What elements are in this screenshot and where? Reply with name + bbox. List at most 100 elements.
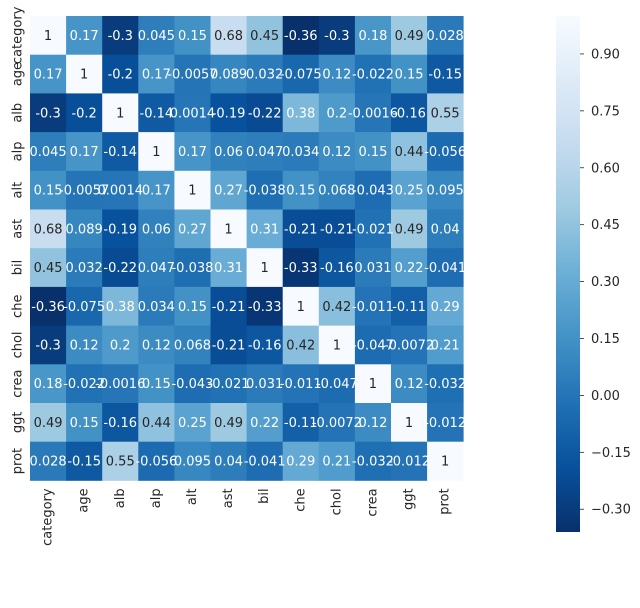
heatmap-cell-crea-prot [427, 364, 464, 404]
column-label-che: che [293, 488, 308, 511]
cell-annotation-ast-bil: 0.31 [250, 222, 279, 237]
heatmap-cell-bil-alb [102, 248, 139, 288]
cell-annotation-category-chol: -0.3 [324, 29, 349, 44]
row-label-ast: ast [11, 219, 26, 239]
heatmap-cell-category-chol [318, 16, 356, 56]
cell-annotation-crea-che: -0.011 [280, 377, 322, 392]
cell-annotation-alt-ast: 0.27 [214, 184, 243, 199]
heatmap-cell-crea-age [66, 364, 103, 404]
heatmap-cell-chol-chol [318, 325, 356, 365]
heatmap-cell-category-bil [246, 16, 284, 56]
heatmap-cell-ast-ggt [391, 209, 428, 249]
heatmap-cell-alb-alt [174, 93, 211, 133]
cell-annotation-category-ggt: 0.49 [395, 29, 424, 44]
heatmap-cell-alt-ggt [391, 170, 428, 210]
heatmap-cell-alb-bil [246, 93, 284, 133]
colorbar-tick-label: −0.15 [591, 446, 631, 461]
column-label-bil: bil [257, 488, 272, 503]
cell-annotation-alt-chol: 0.068 [318, 184, 355, 199]
cell-annotation-category-bil: 0.45 [250, 29, 279, 44]
cell-annotation-age-age: 1 [80, 68, 88, 83]
heatmap-cell-alt-bil [246, 170, 284, 210]
cell-annotation-chol-alt: 0.068 [174, 338, 211, 353]
heatmap-cell-bil-bil [246, 248, 284, 288]
heatmap-cell-chol-crea [354, 325, 392, 365]
cell-annotation-che-chol: 0.42 [322, 300, 351, 315]
heatmap-cell-ast-age [66, 209, 103, 249]
cell-annotation-prot-chol: 0.21 [322, 455, 351, 470]
heatmap-cell-crea-chol [318, 364, 356, 404]
heatmap-cell-bil-alt [174, 248, 211, 288]
heatmap-cell-alb-crea [354, 93, 392, 133]
cell-annotation-ast-crea: -0.021 [352, 222, 394, 237]
cell-annotation-ggt-crea: 0.12 [358, 416, 387, 431]
heatmap-cell-prot-ggt [391, 441, 428, 481]
cell-annotation-alt-bil: -0.038 [244, 184, 286, 199]
colorbar-tick-label: −0.30 [591, 503, 631, 518]
cell-annotation-age-ast: 0.089 [210, 68, 247, 83]
colorbar-tick-label: 0.75 [591, 104, 620, 119]
cell-annotation-category-alt: 0.15 [178, 29, 207, 44]
cell-annotation-chol-che: 0.42 [286, 338, 315, 353]
row-label-alp: alp [11, 142, 26, 162]
heatmap-cell-category-alb [102, 16, 139, 56]
cell-annotation-ggt-bil: 0.22 [250, 416, 279, 431]
heatmap-annotations: 1 0.17 -0.3 0.045 0.15 0.68 0.45 -0.36 -0.3 0.18 0… [29, 29, 466, 470]
column-label-ggt: ggt [402, 488, 417, 510]
cell-annotation-crea-age: -0.022 [63, 377, 105, 392]
cell-annotation-ast-ggt: 0.49 [395, 222, 424, 237]
heatmap-cell-bil-crea [354, 248, 392, 288]
cell-annotation-crea-prot: -0.032 [424, 377, 466, 392]
cell-annotation-category-category: 1 [44, 29, 52, 44]
cell-annotation-che-alt: 0.15 [178, 300, 207, 315]
heatmap-cell-alt-ast [210, 170, 247, 210]
heatmap-cell-ast-alb [102, 209, 139, 249]
heatmap-cell-che-ast [210, 286, 247, 326]
heatmap-cell-chol-age [66, 325, 103, 365]
heatmap-cell-ggt-category [30, 403, 67, 443]
cell-annotation-category-age: 0.17 [70, 29, 99, 44]
heatmap-cell-ast-alp [138, 209, 175, 249]
cell-annotation-ast-alb: -0.19 [103, 222, 137, 237]
cell-annotation-ast-category: 0.68 [34, 222, 63, 237]
heatmap-cell-alb-ggt [391, 93, 428, 133]
cell-annotation-bil-alt: -0.038 [171, 261, 213, 276]
cell-annotation-alb-category: -0.3 [35, 106, 60, 121]
cell-annotation-alt-che: 0.15 [286, 184, 315, 199]
heatmap-cell-crea-ggt [391, 364, 428, 404]
heatmap-cell-alt-category [30, 170, 67, 210]
cell-annotation-alb-bil: -0.22 [248, 106, 282, 121]
cell-annotation-chol-chol: 1 [333, 338, 341, 353]
heatmap-cell-ggt-prot [427, 403, 464, 443]
heatmap-cell-alb-age [66, 93, 103, 133]
cell-annotation-alt-crea: -0.043 [352, 184, 394, 199]
heatmap-cell-category-category [30, 16, 67, 56]
row-label-alt: alt [11, 182, 26, 199]
cell-annotation-chol-bil: -0.16 [248, 338, 282, 353]
cell-annotation-prot-alt: 0.095 [174, 455, 211, 470]
column-label-age: age [77, 488, 92, 512]
heatmap-cell-category-ast [210, 16, 247, 56]
heatmap-cell-crea-crea [354, 364, 392, 404]
cell-annotation-alb-crea: -0.0016 [348, 106, 398, 121]
row-label-bil: bil [11, 260, 26, 275]
heatmap-cell-prot-prot [427, 441, 464, 481]
cell-annotation-alb-che: 0.38 [286, 106, 315, 121]
heatmap-cell-alp-alb [102, 132, 139, 172]
heatmap-cell-alt-alp [138, 170, 175, 210]
cell-annotation-age-category: 0.17 [34, 68, 63, 83]
heatmap-cell-alt-age [66, 170, 103, 210]
cell-annotation-prot-che: 0.29 [286, 455, 315, 470]
heatmap-cell-category-che [282, 16, 320, 56]
cell-annotation-chol-prot: 0.21 [431, 338, 460, 353]
cell-annotation-category-ast: 0.68 [214, 29, 243, 44]
heatmap-cell-alt-alt [174, 170, 211, 210]
heatmap-cell-che-chol [318, 286, 356, 326]
cell-annotation-chol-ggt: -0.0072 [384, 338, 434, 353]
heatmap-cell-bil-alp [138, 248, 175, 288]
cell-annotation-bil-chol: -0.16 [320, 261, 354, 276]
heatmap-cell-ggt-alb [102, 403, 139, 443]
cell-annotation-ast-che: -0.21 [284, 222, 318, 237]
